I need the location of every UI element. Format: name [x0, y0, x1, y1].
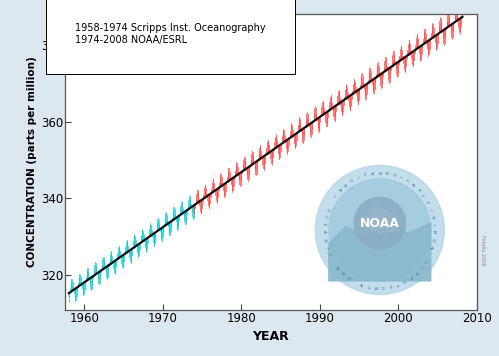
Y-axis label: CONCENTRATION (parts per million): CONCENTRATION (parts per million): [27, 57, 37, 267]
Text: Fotolia 2008: Fotolia 2008: [480, 235, 485, 266]
Text: 1958-1974 Scripps Inst. Oceanography
1974-2008 NOAA/ESRL: 1958-1974 Scripps Inst. Oceanography 197…: [75, 23, 266, 45]
X-axis label: YEAR: YEAR: [252, 330, 289, 343]
